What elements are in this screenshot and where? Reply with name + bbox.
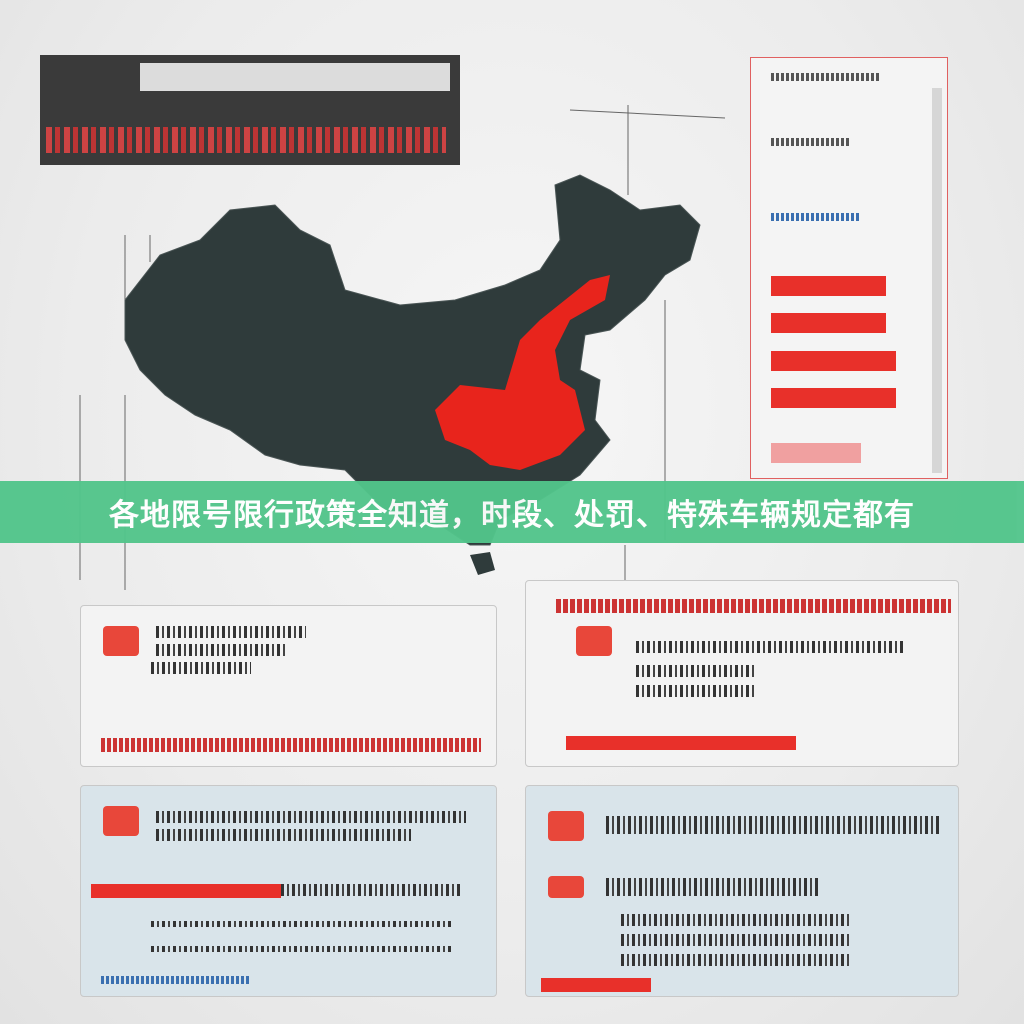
map-highlight-region bbox=[435, 275, 610, 470]
card-text bbox=[156, 626, 306, 638]
legend-red-bar bbox=[771, 313, 886, 333]
card-text bbox=[151, 921, 451, 927]
card-text bbox=[621, 914, 851, 926]
card-text bbox=[156, 644, 286, 656]
card-text bbox=[636, 665, 756, 677]
title-banner: 各地限号限行政策全知道，时段、处罚、特殊车辆规定都有 bbox=[0, 481, 1024, 543]
legend-red-bar bbox=[771, 351, 896, 371]
card-text bbox=[606, 878, 821, 896]
legend-red-bar bbox=[771, 276, 886, 296]
legend-red-bar bbox=[771, 443, 861, 463]
card-icon bbox=[576, 626, 612, 656]
info-card-1 bbox=[80, 605, 497, 767]
legend-line bbox=[771, 138, 851, 146]
card-text bbox=[621, 954, 851, 966]
card-icon bbox=[548, 876, 584, 898]
legend-line bbox=[771, 213, 861, 221]
info-card-2 bbox=[525, 580, 959, 767]
card-text bbox=[156, 829, 411, 841]
card-text bbox=[636, 641, 906, 653]
header-image-box bbox=[40, 55, 460, 165]
card-text bbox=[606, 816, 941, 834]
header-strip bbox=[140, 63, 450, 91]
card-text bbox=[636, 685, 756, 697]
card-icon bbox=[103, 806, 139, 836]
right-legend-panel bbox=[750, 57, 948, 479]
card-icon bbox=[103, 626, 139, 656]
banner-title: 各地限号限行政策全知道，时段、处罚、特殊车辆规定都有 bbox=[109, 498, 915, 533]
card-red-text bbox=[556, 599, 951, 613]
header-garbled-text bbox=[46, 127, 446, 153]
card-text bbox=[281, 884, 461, 896]
card-text bbox=[101, 976, 251, 984]
info-card-3 bbox=[80, 785, 497, 997]
map-island bbox=[470, 552, 495, 575]
card-text bbox=[151, 662, 251, 674]
card-red-text bbox=[91, 884, 281, 898]
panel-scale-bar bbox=[932, 88, 942, 473]
card-red-text bbox=[566, 736, 796, 750]
card-text bbox=[151, 946, 451, 952]
card-text bbox=[156, 811, 466, 823]
card-text bbox=[621, 934, 851, 946]
legend-line bbox=[771, 73, 881, 81]
legend-red-bar bbox=[771, 388, 896, 408]
info-card-4 bbox=[525, 785, 959, 997]
card-red-text bbox=[101, 738, 481, 752]
card-icon bbox=[548, 811, 584, 841]
card-red-text bbox=[541, 978, 651, 992]
